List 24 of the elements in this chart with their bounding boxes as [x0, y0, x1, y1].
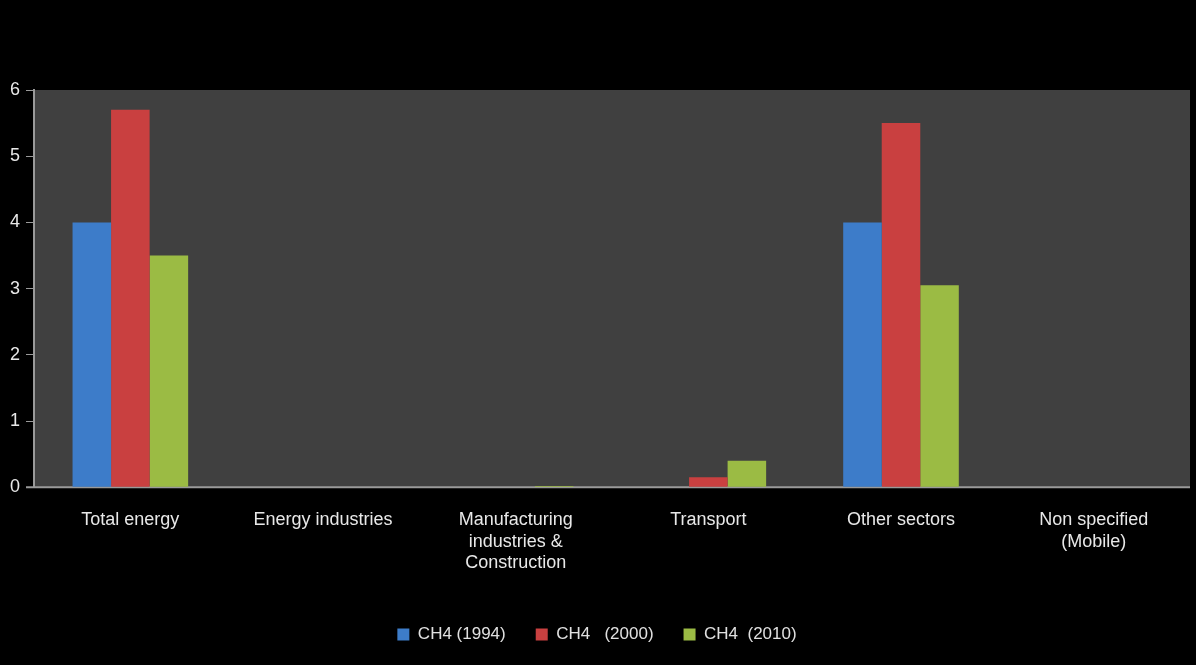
- bar: [72, 222, 112, 487]
- bar: [920, 285, 959, 487]
- bar: [689, 477, 728, 487]
- y-tick-label: 1: [10, 409, 21, 430]
- x-tick-label: Manufacturing industries & Construction: [458, 508, 573, 573]
- legend-label: CH4 (2010): [704, 624, 797, 644]
- x-tick-label: Transport: [670, 508, 747, 529]
- x-tick-label: Other sectors: [846, 508, 956, 529]
- legend-label: CH4 (2000): [556, 624, 654, 644]
- bar: [727, 460, 767, 487]
- x-tick-label: Total energy: [81, 508, 180, 529]
- bar: [843, 222, 882, 487]
- y-tick-label: 6: [10, 78, 21, 99]
- bar: [881, 123, 921, 487]
- x-tick-label: Energy industries: [253, 508, 393, 529]
- y-tick-label: 3: [10, 277, 21, 298]
- bar: [149, 255, 189, 487]
- bar: [111, 109, 150, 487]
- y-tick-label: 0: [10, 476, 21, 497]
- x-tick-label: Non specified (Mobile): [1039, 508, 1149, 551]
- y-tick-label: 4: [10, 211, 21, 232]
- y-tick-label: 5: [10, 145, 21, 166]
- legend-label: CH4 (1994): [417, 624, 506, 644]
- y-tick-label: 2: [10, 343, 21, 364]
